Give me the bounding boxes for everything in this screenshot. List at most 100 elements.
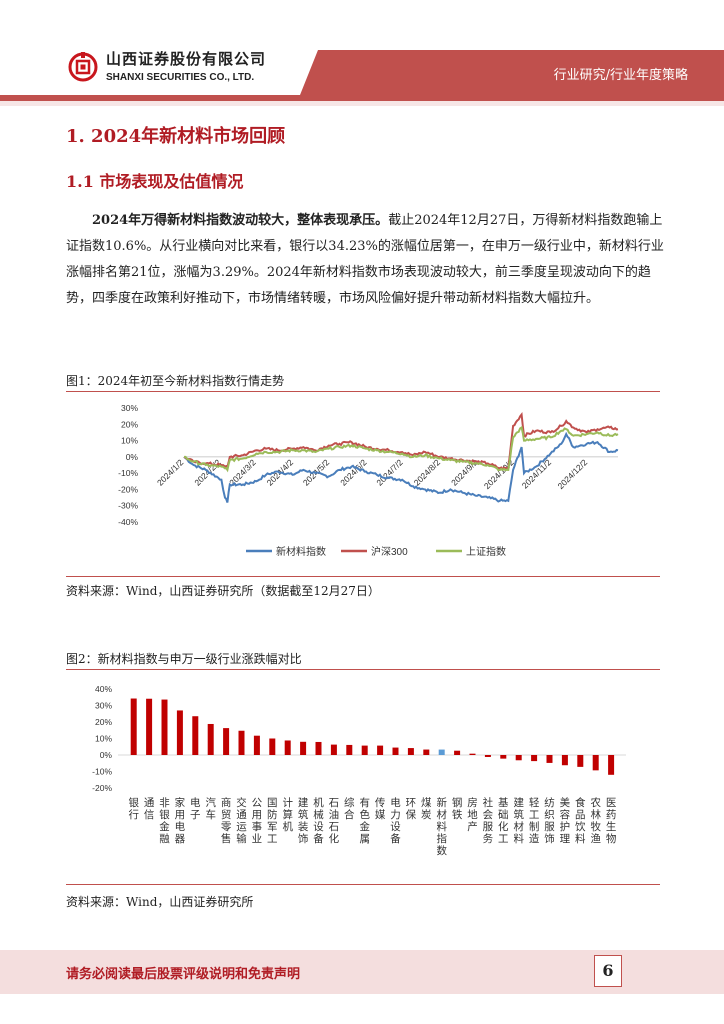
legend-label: 沪深300 — [371, 545, 408, 558]
category-label: 轻工制造 — [529, 796, 540, 845]
bar — [269, 738, 276, 755]
y-tick-label: 20% — [121, 419, 138, 429]
category-label: 国防军工 — [267, 797, 278, 845]
legend-label: 新材料指数 — [276, 545, 326, 558]
bar — [361, 745, 368, 755]
category-label: 综合 — [344, 796, 355, 821]
bar — [346, 744, 353, 755]
header-shade — [0, 101, 724, 106]
x-tick-label: 2024/12/2 — [555, 457, 589, 491]
bar — [407, 748, 414, 755]
heading-1: 1. 2024年新材料市场回顾 — [66, 126, 286, 147]
category-label: 新材料指数 — [436, 796, 447, 857]
category-label: 传媒 — [375, 797, 386, 821]
category-label: 美容护理 — [560, 796, 571, 845]
series-line — [184, 425, 619, 473]
bar — [392, 747, 399, 755]
category-label: 房地产 — [467, 796, 478, 833]
category-label: 电力设备 — [390, 796, 401, 845]
figure1-top-rule — [66, 391, 660, 392]
bar — [515, 755, 522, 761]
bar — [330, 744, 337, 755]
figure2-top-rule — [66, 669, 660, 670]
series-line — [183, 411, 619, 471]
series-line — [183, 431, 619, 503]
x-tick-label: 2024/7/2 — [374, 457, 405, 488]
category-label: 纺织服饰 — [544, 796, 555, 845]
bar — [546, 755, 553, 763]
figure2-bottom-rule — [66, 884, 660, 885]
category-label: 医药生物 — [606, 797, 617, 845]
bar — [146, 698, 153, 755]
header-rule — [0, 95, 724, 101]
category-label: 机械设备 — [313, 796, 324, 845]
y-tick-label: 0% — [126, 452, 139, 462]
figure2-caption: 图2：新材料指数与申万一级行业涨跌幅对比 — [66, 652, 302, 666]
category-label: 家用电器 — [175, 796, 186, 845]
y-tick-label: -10% — [92, 767, 112, 777]
y-tick-label: 30% — [95, 701, 112, 711]
bar — [454, 750, 461, 755]
bar — [561, 755, 568, 766]
category-label: 基础化工 — [498, 796, 509, 845]
bar — [192, 716, 199, 755]
bar — [531, 755, 538, 762]
page-number: 6 — [594, 955, 622, 987]
y-tick-label: -20% — [118, 484, 138, 494]
paragraph-text: 截止2024年12月27日，万得新材料指数跑输上证指数10.6%。从行业横向对比… — [66, 213, 664, 306]
category-label: 非银金融 — [159, 797, 170, 845]
figure1-source: 资料来源：Wind，山西证券研究所（数据截至12月27日） — [66, 584, 380, 598]
company-name-cn: 山西证券股份有限公司 — [106, 50, 267, 68]
legend-label: 上证指数 — [466, 545, 506, 558]
bar — [592, 755, 599, 771]
category-label: 计算机 — [282, 796, 293, 833]
footer-disclaimer: 请务必阅读最后股票评级说明和免责声明 — [66, 967, 301, 982]
bar — [300, 741, 307, 755]
category-label: 农林牧渔 — [590, 796, 601, 845]
company-logo-icon — [68, 52, 98, 82]
bar — [238, 730, 245, 755]
y-tick-label: -30% — [118, 501, 138, 511]
y-tick-label: 30% — [121, 403, 138, 413]
y-tick-label: 10% — [95, 734, 112, 744]
y-tick-label: -20% — [92, 783, 112, 793]
bar — [161, 699, 168, 755]
y-tick-label: -10% — [118, 468, 138, 478]
category-label: 银行 — [128, 796, 139, 821]
x-tick-label: 2024/11/2 — [520, 457, 554, 491]
bar-chart: 40% 30% 20% 10% 0% -10% -20% 银行通信非银金融家用电器电子汽车商贸… — [92, 684, 626, 857]
x-tick-label: 2024/1/2 — [155, 457, 186, 488]
category-label: 环保 — [406, 797, 417, 821]
category-label: 食品饮料 — [575, 796, 586, 845]
category-label: 石油石化 — [329, 797, 340, 845]
bar — [469, 753, 476, 755]
category-label: 电子 — [190, 796, 201, 821]
category-label: 建筑装饰 — [298, 796, 309, 845]
category-label: 有色金属 — [359, 796, 370, 845]
bar — [377, 745, 384, 755]
company-name-en: SHANXI SECURITIES CO., LTD. — [106, 72, 255, 83]
category-label: 汽车 — [205, 796, 216, 821]
header-section-label: 行业研究/行业年度策略 — [553, 68, 688, 83]
y-tick-label: 10% — [121, 436, 138, 446]
bar — [577, 755, 584, 767]
category-label: 社会服务 — [483, 796, 494, 845]
paragraph-lead: 2024年万得新材料指数波动较大，整体表现承压。 — [92, 213, 389, 228]
bar — [253, 735, 260, 755]
x-tick-label: 2024/8/2 — [412, 457, 443, 488]
bar — [223, 728, 230, 755]
y-tick-label: 0% — [100, 750, 113, 760]
category-label: 公用事业 — [252, 797, 263, 845]
bar — [284, 740, 291, 755]
category-label: 通信 — [144, 797, 155, 821]
bar — [176, 710, 183, 755]
category-label: 钢铁 — [452, 796, 463, 821]
bar — [130, 698, 137, 755]
category-label: 建筑材料 — [513, 796, 524, 845]
category-label: 商贸零售 — [221, 796, 232, 845]
figure1-caption: 图1：2024年初至今新材料指数行情走势 — [66, 374, 285, 388]
bar — [500, 755, 507, 759]
category-label: 交通运输 — [236, 796, 247, 845]
figure1-bottom-rule — [66, 576, 660, 577]
